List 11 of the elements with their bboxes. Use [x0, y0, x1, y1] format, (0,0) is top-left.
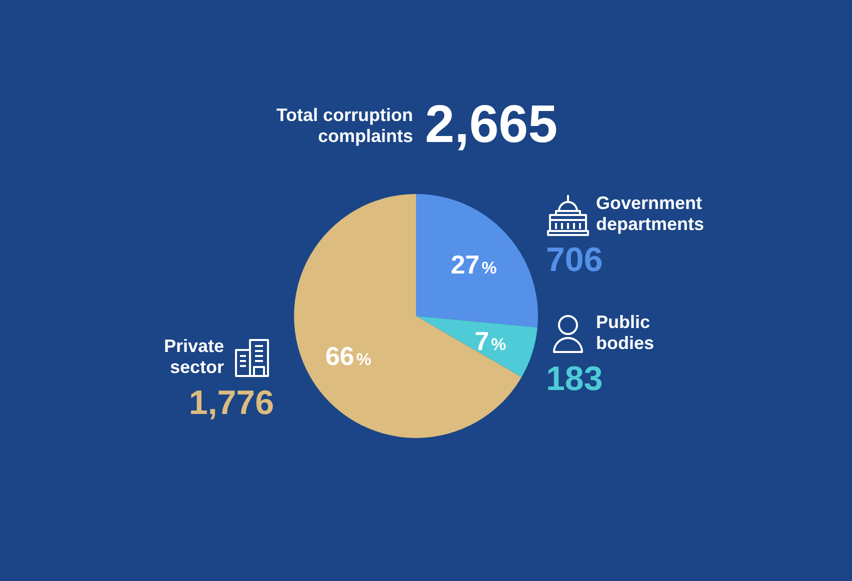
slice-label: Government departments: [596, 192, 704, 234]
text: 27%: [450, 249, 497, 280]
slice-label: Private sector: [164, 336, 224, 377]
text: 7%: [474, 326, 506, 356]
chart-subtitle: 2,665: [425, 95, 558, 154]
data-label: 706: [546, 240, 603, 279]
text: 66%: [325, 340, 372, 371]
data-label: 1,776: [188, 384, 274, 422]
data-label: 183: [546, 360, 603, 398]
chart-title: Total corruption complaints: [276, 105, 413, 146]
slice-label: Public bodies: [596, 312, 654, 354]
